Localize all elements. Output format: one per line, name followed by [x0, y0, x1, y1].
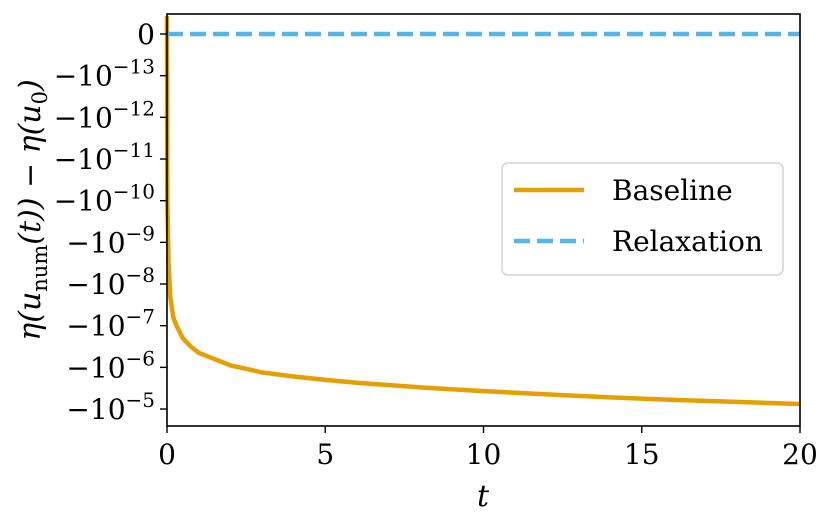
series-line-baseline — [164, 15, 801, 407]
y-tick-label: 0 — [137, 18, 155, 51]
y-tick-label: −10−12 — [54, 96, 155, 134]
y-tick-label: −10−9 — [66, 221, 155, 259]
legend-label-baseline: Baseline — [612, 174, 733, 207]
y-tick-label: −10−7 — [66, 305, 155, 343]
legend: Baseline Relaxation — [501, 162, 784, 276]
y-axis-label: η(unum(t)) − η(u0) — [13, 79, 52, 340]
y-tick-label: −10−10 — [54, 180, 155, 218]
svg-text:η(unum(t)) − η(u0): η(unum(t)) − η(u0) — [13, 79, 52, 340]
y-tick-label: −10−6 — [66, 346, 155, 384]
x-tick-label: 5 — [316, 438, 334, 471]
x-tick-label: 0 — [158, 438, 176, 471]
x-tick-label: 20 — [782, 438, 818, 471]
x-axis-label: t — [477, 479, 490, 514]
y-tick-label: −10−11 — [54, 138, 155, 176]
y-tick-label: −10−5 — [66, 388, 155, 426]
x-tick-label: 10 — [466, 438, 502, 471]
y-tick-label: −10−13 — [54, 55, 155, 93]
x-tick-label: 15 — [624, 438, 660, 471]
y-tick-label: −10−8 — [66, 263, 155, 301]
legend-label-relaxation: Relaxation — [612, 225, 763, 258]
